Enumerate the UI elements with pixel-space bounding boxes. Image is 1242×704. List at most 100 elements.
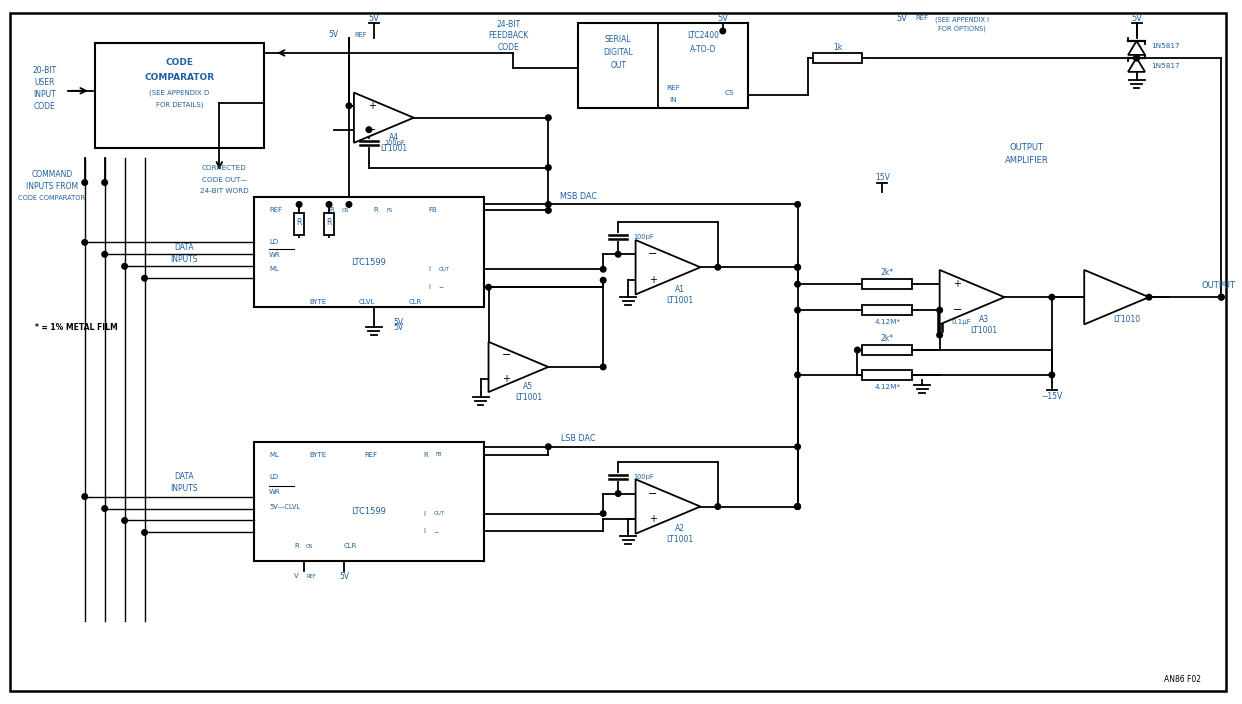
Text: DATA: DATA xyxy=(175,472,194,481)
Circle shape xyxy=(366,127,371,132)
Text: CODE COMPARATOR: CODE COMPARATOR xyxy=(19,196,86,201)
Text: OS: OS xyxy=(306,544,313,549)
Text: 5V: 5V xyxy=(369,13,379,23)
Polygon shape xyxy=(636,240,700,294)
Text: −: − xyxy=(953,305,961,315)
Text: 100pF: 100pF xyxy=(633,234,653,240)
Circle shape xyxy=(297,201,302,207)
Text: LD: LD xyxy=(270,474,278,479)
Text: R: R xyxy=(294,543,299,549)
Text: 1N5817: 1N5817 xyxy=(1151,63,1180,70)
Text: FB: FB xyxy=(436,452,442,457)
Circle shape xyxy=(600,277,606,283)
Text: 5V: 5V xyxy=(329,30,339,39)
Text: +: + xyxy=(650,515,657,524)
Circle shape xyxy=(936,332,943,338)
Bar xyxy=(812,53,862,63)
Text: FOR DETAILS): FOR DETAILS) xyxy=(155,101,204,108)
Text: CLR: CLR xyxy=(344,543,358,549)
Circle shape xyxy=(936,308,943,313)
Text: FS: FS xyxy=(386,208,392,213)
Text: IN: IN xyxy=(669,96,677,103)
Text: 1k: 1k xyxy=(833,44,842,52)
Circle shape xyxy=(347,201,351,207)
Text: −15V: −15V xyxy=(1041,392,1062,401)
Circle shape xyxy=(615,491,621,496)
Text: LT1001: LT1001 xyxy=(970,325,997,334)
Text: A5: A5 xyxy=(523,382,534,391)
Circle shape xyxy=(795,282,800,287)
Text: LTC2400: LTC2400 xyxy=(687,32,719,40)
Text: LT1001: LT1001 xyxy=(667,296,693,305)
Text: CODE: CODE xyxy=(165,58,194,68)
Text: REF: REF xyxy=(306,574,315,579)
Circle shape xyxy=(600,364,606,370)
Text: −: − xyxy=(433,529,438,534)
Text: 5V: 5V xyxy=(394,318,404,327)
Text: OUT: OUT xyxy=(433,511,445,516)
Circle shape xyxy=(142,275,148,281)
Text: V: V xyxy=(294,573,299,579)
Circle shape xyxy=(795,372,800,378)
Polygon shape xyxy=(1128,41,1145,55)
Text: CODE OUT—: CODE OUT— xyxy=(201,177,247,182)
Text: COMMAND: COMMAND xyxy=(31,170,72,179)
Bar xyxy=(94,43,265,148)
Text: REF: REF xyxy=(915,15,929,21)
Circle shape xyxy=(795,201,800,207)
Text: OUT: OUT xyxy=(610,61,626,70)
Text: I: I xyxy=(428,266,431,272)
Text: 24-BIT WORD: 24-BIT WORD xyxy=(200,189,248,194)
Bar xyxy=(579,23,748,108)
Text: (SEE APPENDIX D: (SEE APPENDIX D xyxy=(149,89,210,96)
Text: INPUTS: INPUTS xyxy=(170,255,199,264)
Text: BYTE: BYTE xyxy=(309,452,327,458)
Circle shape xyxy=(720,28,725,34)
Text: DIGITAL: DIGITAL xyxy=(604,49,633,58)
Polygon shape xyxy=(1128,58,1145,72)
Text: 0.1μF: 0.1μF xyxy=(951,319,971,325)
Text: R: R xyxy=(329,208,334,213)
Text: A1: A1 xyxy=(674,284,684,294)
Bar xyxy=(255,197,483,307)
Text: OUT: OUT xyxy=(438,267,450,272)
Text: OS: OS xyxy=(342,208,349,213)
Text: MSB DAC: MSB DAC xyxy=(560,192,596,201)
Circle shape xyxy=(600,510,606,516)
Bar xyxy=(862,345,912,355)
Text: +: + xyxy=(503,374,510,384)
Text: 4.12M*: 4.12M* xyxy=(874,319,900,325)
Text: CLVL: CLVL xyxy=(359,299,375,305)
Circle shape xyxy=(1218,294,1225,300)
Text: ML: ML xyxy=(270,266,279,272)
Text: −: − xyxy=(368,125,376,134)
Text: (SEE APPENDIX I: (SEE APPENDIX I xyxy=(935,17,989,23)
Polygon shape xyxy=(636,479,700,534)
Text: 24-BIT: 24-BIT xyxy=(497,20,520,30)
Text: BYTE: BYTE xyxy=(309,299,327,305)
Circle shape xyxy=(82,180,87,185)
Text: INPUT: INPUT xyxy=(34,90,56,99)
Circle shape xyxy=(1049,372,1054,378)
Text: −: − xyxy=(648,249,658,259)
Text: AMPLIFIER: AMPLIFIER xyxy=(1005,156,1048,165)
Circle shape xyxy=(486,284,492,290)
Circle shape xyxy=(795,504,800,509)
Text: LT1001: LT1001 xyxy=(380,144,407,153)
Text: REF: REF xyxy=(354,32,366,38)
Circle shape xyxy=(545,165,551,170)
Circle shape xyxy=(600,266,606,272)
Circle shape xyxy=(1049,294,1054,300)
Text: OUTPUT: OUTPUT xyxy=(1010,143,1043,152)
Text: CS: CS xyxy=(725,90,734,96)
Circle shape xyxy=(82,239,87,245)
Text: CODE: CODE xyxy=(34,102,56,111)
Text: CODE: CODE xyxy=(498,44,519,52)
Text: I: I xyxy=(424,529,426,534)
Circle shape xyxy=(102,251,108,257)
Circle shape xyxy=(545,444,551,450)
Circle shape xyxy=(142,529,148,535)
Circle shape xyxy=(545,201,551,207)
Circle shape xyxy=(122,263,128,269)
Text: I: I xyxy=(424,510,426,517)
